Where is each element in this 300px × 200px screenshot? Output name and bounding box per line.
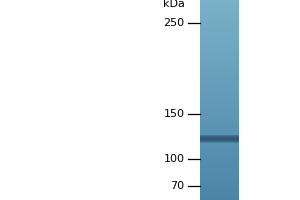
Bar — [200, 30, 238, 32]
Bar — [200, 45, 238, 47]
Bar — [200, 88, 238, 90]
Bar — [200, 75, 238, 77]
Bar — [200, 148, 238, 150]
Bar — [200, 182, 238, 185]
Bar — [200, 32, 238, 35]
Bar — [200, 20, 238, 22]
Bar — [200, 105, 238, 108]
Bar — [200, 102, 238, 105]
Bar — [200, 125, 238, 128]
Bar — [200, 47, 238, 50]
Bar — [200, 50, 238, 52]
Bar — [200, 65, 238, 68]
Bar — [200, 110, 238, 112]
Bar — [200, 115, 238, 117]
Bar — [200, 80, 238, 82]
Bar — [200, 137, 238, 138]
Bar — [200, 142, 238, 143]
Text: 250: 250 — [164, 18, 184, 28]
Text: 70: 70 — [170, 181, 184, 191]
Bar — [200, 136, 238, 137]
Bar — [200, 68, 238, 70]
Bar — [200, 132, 238, 135]
Bar — [200, 98, 238, 100]
Bar — [200, 27, 238, 30]
Bar — [200, 180, 238, 182]
Bar — [200, 122, 238, 125]
Bar — [200, 145, 238, 148]
Bar — [200, 0, 238, 2]
Bar — [200, 138, 238, 139]
Bar — [200, 60, 238, 62]
Bar — [200, 73, 238, 75]
Bar — [200, 43, 238, 45]
Bar — [200, 55, 238, 58]
Bar — [200, 90, 238, 92]
Bar — [200, 92, 238, 95]
Bar — [200, 195, 238, 198]
Bar — [200, 190, 238, 192]
Bar — [200, 95, 238, 98]
Bar — [200, 62, 238, 65]
Bar — [200, 2, 238, 5]
Bar — [200, 143, 238, 144]
Bar — [200, 118, 238, 120]
Bar — [200, 170, 238, 172]
Bar — [200, 58, 238, 60]
Bar — [200, 130, 238, 132]
Bar — [200, 18, 238, 20]
Bar — [200, 152, 238, 155]
Bar — [200, 135, 238, 138]
Bar — [200, 120, 238, 122]
Bar — [200, 135, 238, 136]
Bar — [200, 140, 238, 141]
Bar — [200, 142, 238, 145]
Bar — [200, 100, 238, 102]
Bar — [200, 10, 238, 12]
Bar — [200, 108, 238, 110]
Bar — [200, 12, 238, 15]
Bar — [200, 15, 238, 18]
Bar — [200, 77, 238, 80]
Bar — [200, 85, 238, 88]
Bar — [200, 175, 238, 178]
Text: kDa: kDa — [163, 0, 184, 9]
Bar — [200, 140, 238, 142]
Bar — [200, 188, 238, 190]
Bar — [200, 5, 238, 7]
Bar — [200, 38, 238, 40]
Bar — [200, 168, 238, 170]
Bar — [200, 158, 238, 160]
Bar — [200, 150, 238, 152]
Bar — [200, 25, 238, 27]
Bar — [200, 185, 238, 188]
Bar — [200, 70, 238, 73]
Bar — [200, 22, 238, 25]
Bar — [200, 52, 238, 55]
Text: 150: 150 — [164, 109, 184, 119]
Bar — [200, 192, 238, 195]
Bar — [200, 172, 238, 175]
Bar — [200, 139, 238, 140]
Bar — [200, 138, 238, 140]
Bar — [200, 128, 238, 130]
Bar — [200, 7, 238, 10]
Bar — [200, 198, 238, 200]
Bar — [200, 82, 238, 85]
Bar — [200, 165, 238, 168]
Text: 100: 100 — [164, 154, 184, 164]
Bar — [200, 141, 238, 142]
Bar — [200, 40, 238, 43]
Bar — [200, 155, 238, 158]
Bar — [200, 112, 238, 115]
Bar — [200, 160, 238, 162]
Bar — [200, 178, 238, 180]
Bar — [200, 162, 238, 165]
Bar — [200, 35, 238, 38]
